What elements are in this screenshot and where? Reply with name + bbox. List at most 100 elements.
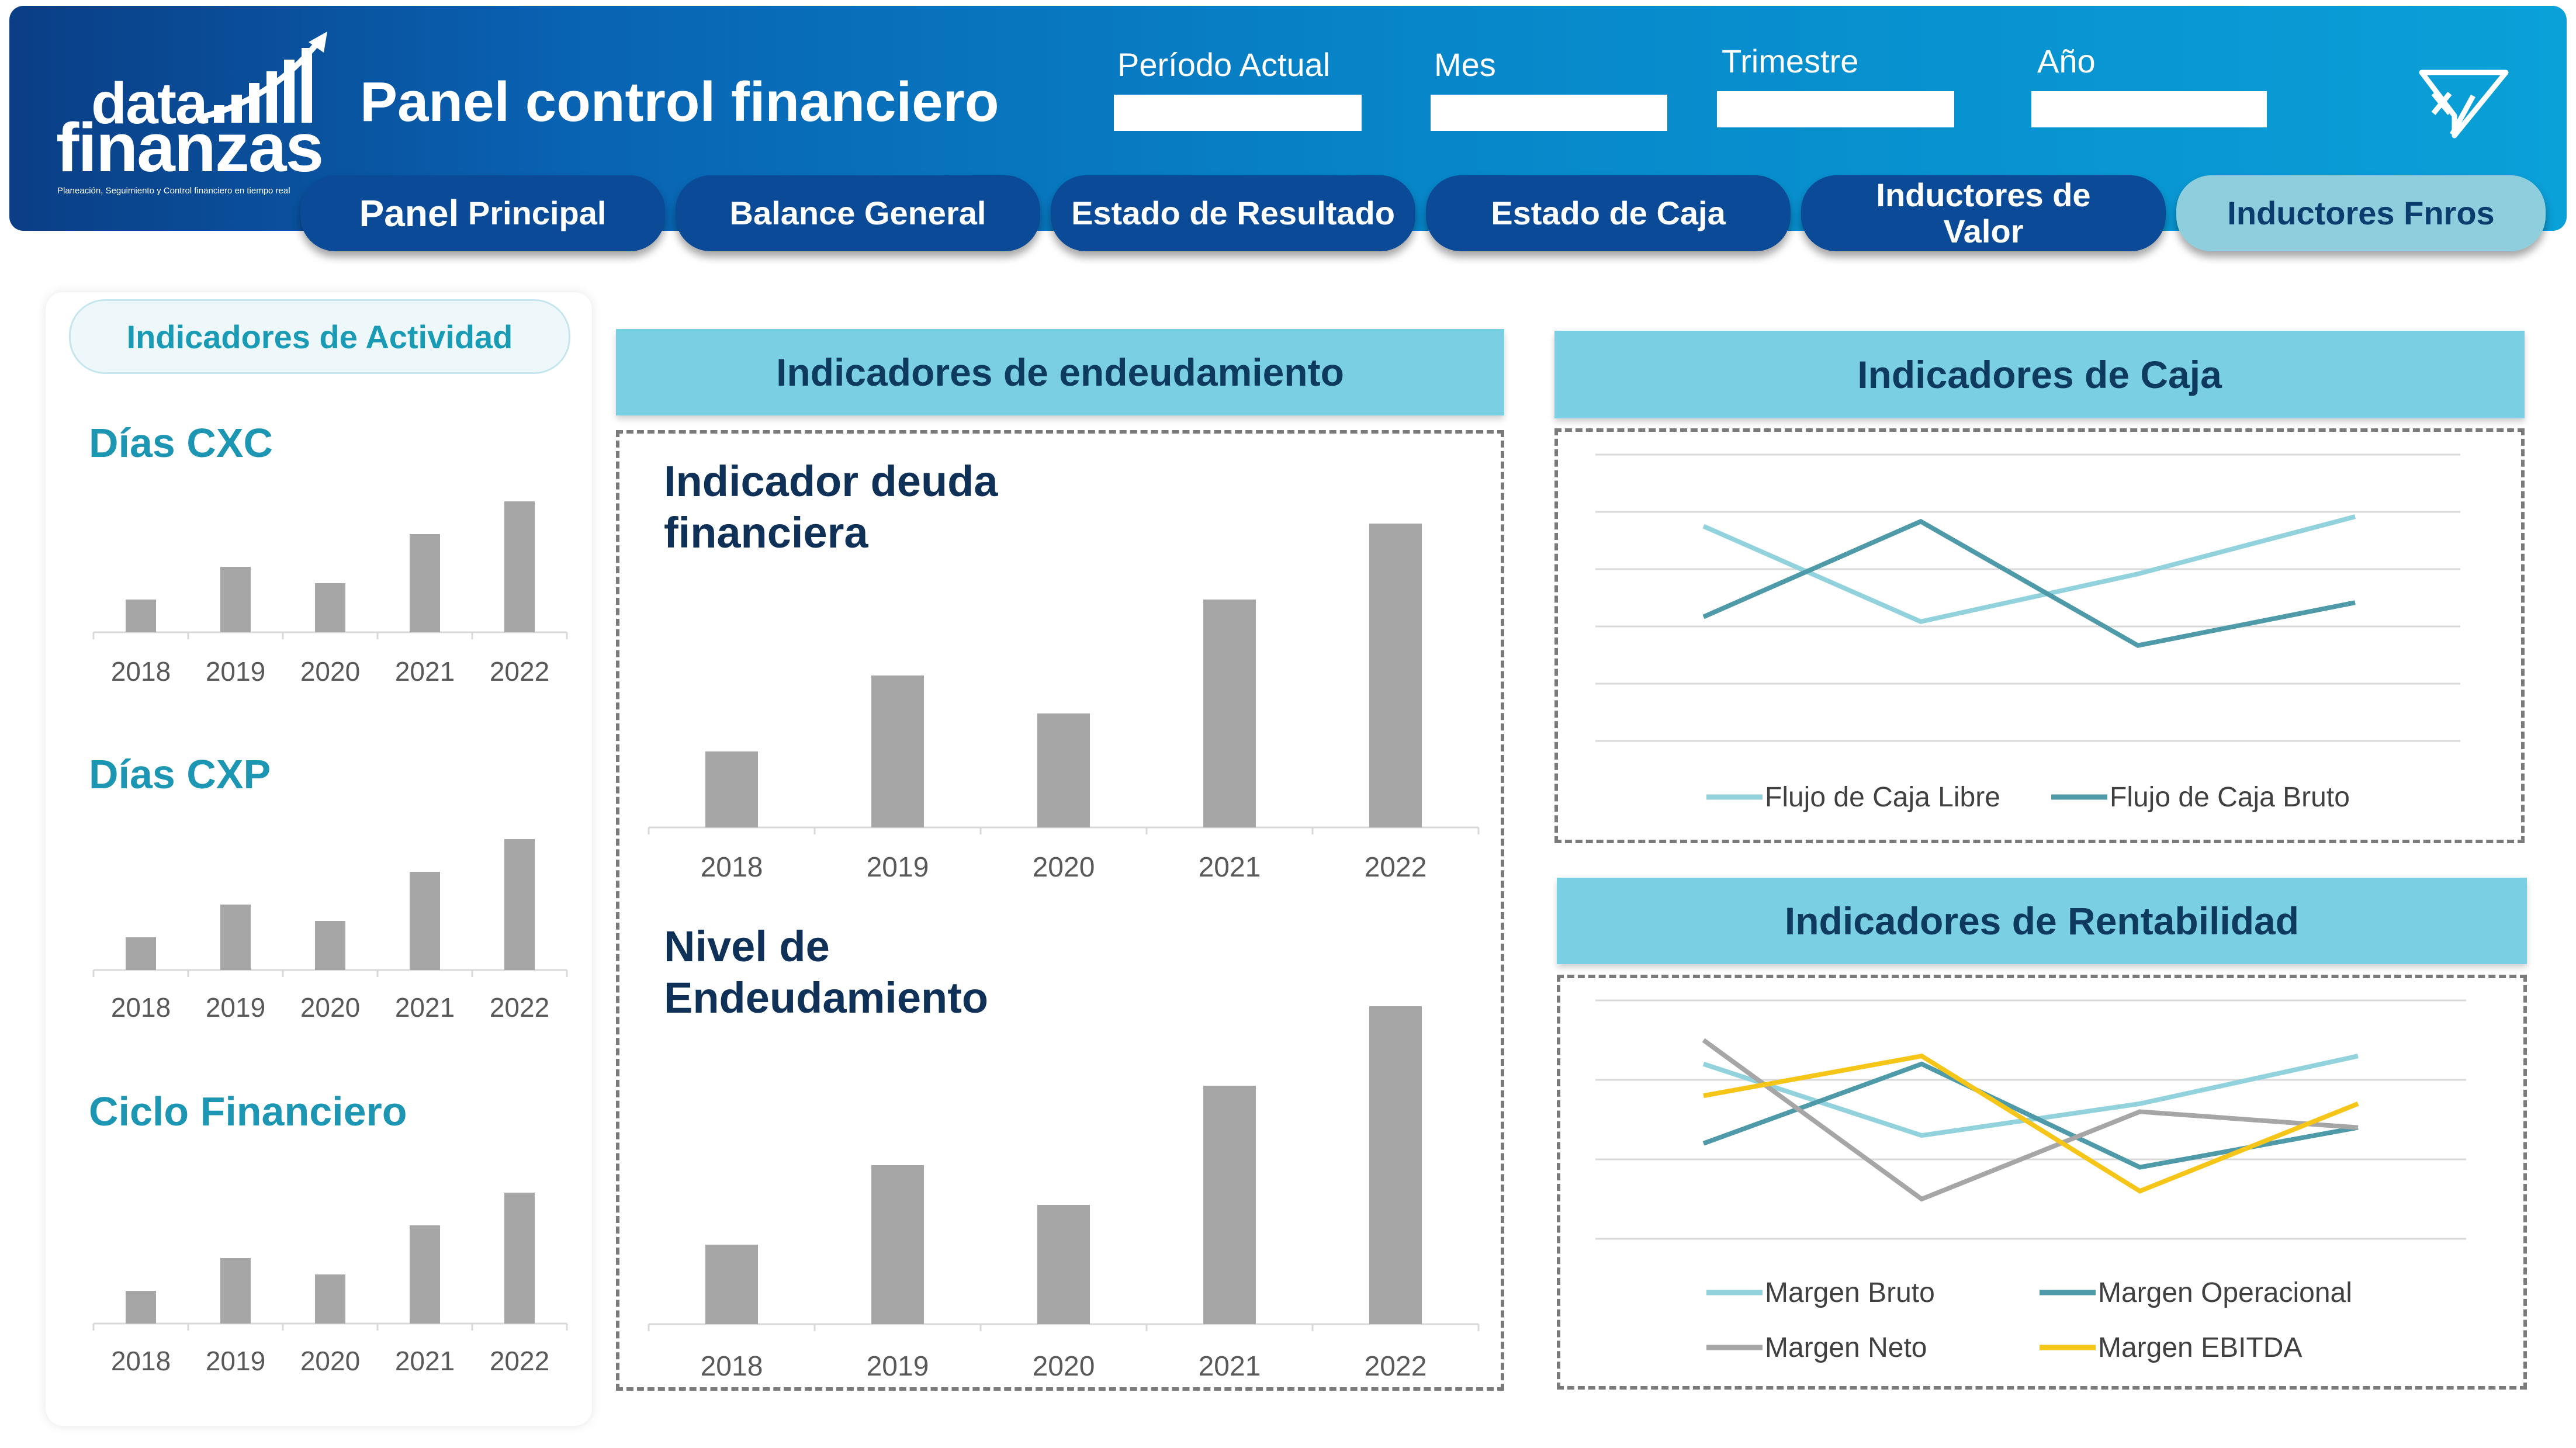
bar-2022[interactable] [1369, 524, 1422, 827]
x-tick-label: 2021 [395, 992, 455, 1023]
ano-field[interactable] [2031, 91, 2267, 127]
bar-2019[interactable] [871, 675, 924, 827]
tab-inductores-valor[interactable]: Inductores de Valor [1801, 175, 2166, 251]
bar-2018[interactable] [705, 751, 758, 827]
debt-charts-box [616, 430, 1504, 1391]
series-line-flujo-de-caja-bruto[interactable] [1702, 518, 2356, 648]
x-tick-label: 2019 [867, 1351, 929, 1382]
x-tick-label: 2020 [1033, 1351, 1095, 1382]
x-tick-label: 2022 [490, 992, 549, 1023]
x-tick-label: 2020 [300, 1346, 360, 1376]
bar-2022[interactable] [504, 1193, 535, 1324]
bar-2020[interactable] [315, 1274, 345, 1324]
x-tick-label: 2018 [111, 992, 171, 1023]
legend-label: Flujo de Caja Bruto [2110, 782, 2350, 813]
legend-label: Margen Bruto [1765, 1277, 1935, 1308]
tab-estado-caja[interactable]: Estado de Caja [1426, 175, 1791, 251]
x-tick-label: 2020 [300, 992, 360, 1023]
periodo-actual-field[interactable] [1114, 95, 1362, 131]
logo-tagline: Planeación, Seguimiento y Control financ… [57, 186, 290, 196]
trimestre-field[interactable] [1717, 91, 1954, 127]
bar-2018[interactable] [126, 937, 156, 970]
cash-chart-box [1554, 428, 2525, 843]
deuda-financiera-title: Indicador deuda financiera [664, 456, 998, 559]
debt-indicators-header: Indicadores de endeudamiento [616, 329, 1504, 415]
x-tick-label: 2021 [395, 656, 455, 687]
series-line-flujo-de-caja-libre[interactable] [1702, 514, 2356, 625]
x-tick-label: 2018 [111, 656, 171, 687]
logo-word-finanzas: finanzas [56, 109, 324, 186]
bar-2020[interactable] [315, 921, 345, 970]
growth-arrow-icon [202, 32, 327, 123]
series-line-margen-bruto[interactable] [1702, 1054, 2359, 1138]
bar-2020[interactable] [1037, 713, 1090, 827]
filter-label-trimestre: Trimestre [1722, 43, 1859, 79]
tab-label-bold: Panel [359, 192, 459, 234]
bar-2021[interactable] [410, 534, 440, 632]
x-tick-label: 2020 [300, 656, 360, 687]
bar-2020[interactable] [315, 583, 345, 632]
bar-2020[interactable] [1037, 1205, 1090, 1324]
x-tick-label: 2018 [111, 1346, 171, 1376]
dias-cxc-title: Días CXC [89, 420, 273, 466]
deuda-financiera-title-line2: financiera [664, 508, 868, 557]
ciclo-financiero-chart: 2018 2019 2020 2021 2022 [92, 1193, 568, 1376]
bar-2018[interactable] [126, 600, 156, 632]
profitability-chart-box [1557, 975, 2527, 1390]
dias-cxp-chart: 2018 2019 2020 2021 2022 [92, 839, 568, 1023]
activity-panel [46, 292, 592, 1426]
bar-2021[interactable] [1203, 600, 1256, 827]
dias-cxc-chart: 2018 2019 2020 2021 2022 [92, 501, 568, 687]
series-line-margen-ebitda[interactable] [1703, 1053, 2359, 1194]
bar-2019[interactable] [220, 1258, 251, 1324]
bar-2018[interactable] [126, 1291, 156, 1324]
x-tick-label: 2021 [1199, 1351, 1261, 1382]
bar-2019[interactable] [220, 567, 251, 632]
legend-label: Margen Operacional [2098, 1277, 2352, 1308]
x-tick-label: 2019 [206, 656, 265, 687]
bar-2022[interactable] [1369, 1006, 1422, 1324]
legend-label: Margen Neto [1765, 1332, 1927, 1363]
x-tick-label: 2021 [1199, 852, 1261, 883]
tab-panel-principal[interactable]: Panel Principal [300, 175, 665, 251]
x-tick-label: 2019 [867, 852, 929, 883]
x-tick-label: 2018 [701, 852, 763, 883]
x-tick-label: 2022 [490, 1346, 549, 1376]
bar-2019[interactable] [220, 905, 251, 970]
bar-2021[interactable] [410, 1225, 440, 1324]
x-tick-label: 2019 [206, 992, 265, 1023]
bar-2021[interactable] [1203, 1086, 1256, 1324]
x-tick-label: 2022 [1365, 1351, 1427, 1382]
bar-2022[interactable] [504, 501, 535, 632]
nivel-endeudamiento-title-line1: Nivel de [664, 922, 830, 971]
deuda-financiera-chart: 2018 2019 2020 2021 2022 [648, 524, 1480, 883]
activity-indicators-pill[interactable]: Indicadores de Actividad [69, 299, 570, 374]
tab-label-rest: Principal [459, 195, 607, 232]
ciclo-financiero-title: Ciclo Financiero [89, 1089, 407, 1134]
nivel-endeudamiento-title-line2: Endeudamiento [664, 974, 989, 1022]
tab-inductores-fnros[interactable]: Inductores Fnros [2176, 175, 2546, 251]
legend-label: Margen EBITDA [2098, 1332, 2302, 1363]
clear-filter-icon[interactable] [2417, 64, 2511, 146]
cash-line-chart: Flujo de Caja Libre Flujo de Caja Bruto [1595, 453, 2460, 813]
logo-word-data: data [91, 71, 208, 136]
tab-balance-general[interactable]: Balance General [676, 175, 1040, 251]
dias-cxp-title: Días CXP [89, 751, 271, 797]
tab-estado-resultado[interactable]: Estado de Resultado [1051, 175, 1415, 251]
x-tick-label: 2022 [490, 656, 549, 687]
datafinanzas-logo: data finanzas Planeación, Seguimiento y … [50, 29, 327, 205]
legend-label: Flujo de Caja Libre [1765, 782, 2000, 813]
series-line-margen-neto[interactable] [1702, 1038, 2359, 1202]
bar-2022[interactable] [504, 839, 535, 970]
mes-field[interactable] [1431, 95, 1667, 131]
page-title: Panel control financiero [360, 71, 999, 133]
bar-2021[interactable] [410, 872, 440, 970]
cash-indicators-header: Indicadores de Caja [1554, 331, 2525, 418]
nivel-endeudamiento-chart: 2018 2019 2020 2021 2022 [648, 1006, 1480, 1382]
nivel-endeudamiento-title: Nivel de Endeudamiento [664, 921, 988, 1024]
bar-2018[interactable] [705, 1245, 758, 1324]
bar-2019[interactable] [871, 1165, 924, 1324]
profitability-line-chart: Margen Bruto Margen Operacional Margen Net… [1595, 999, 2466, 1363]
deuda-financiera-title-line1: Indicador deuda [664, 457, 998, 505]
filter-label-ano: Año [2037, 43, 2096, 79]
